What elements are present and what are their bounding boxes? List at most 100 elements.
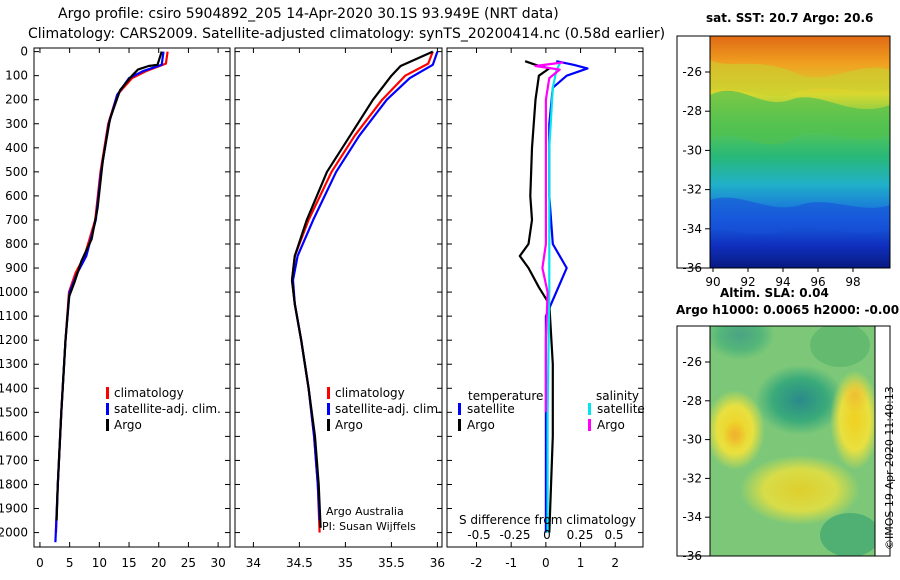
y-tick-label: 700 [5, 213, 28, 227]
legend-swatch [458, 403, 461, 415]
map-y-tick-label: -28 [682, 104, 702, 118]
title-line-2: Climatology: CARS2009. Satellite-adjuste… [28, 26, 666, 42]
map-y-tick-label: -36 [682, 549, 702, 563]
secondary-tick-label: 0.25 [567, 528, 594, 542]
legend-label: Argo [597, 418, 625, 432]
panel-frame [33, 47, 231, 548]
panel-salinity-profile: 34 34.5 35 35.5 36 [234, 47, 445, 570]
y-tick-label: 100 [5, 69, 28, 83]
secondary-tick-label: 0.5 [604, 528, 623, 542]
x-tick-label: 15 [121, 556, 136, 570]
sla-map-axes: -26 -28 -30 -32 -34 -36 [682, 355, 710, 563]
map-x-tick-label: 90 [705, 275, 720, 289]
legend-swatch [106, 419, 109, 431]
y-tick-label: 1000 [0, 285, 28, 299]
map-y-tick-label: -32 [682, 471, 702, 485]
x-tick-label: 0 [542, 556, 550, 570]
x-tick-label: 34 [246, 556, 261, 570]
map-x-tick-label: 96 [810, 275, 825, 289]
x-tick-label: 5 [66, 556, 74, 570]
y-tick-label: 500 [5, 165, 28, 179]
y-tick-label: 0 [20, 45, 28, 59]
profile-panels: 0100200300400500600700800900100011001200… [0, 45, 645, 570]
x-tick-label: 2 [611, 556, 619, 570]
y-tick-label: 600 [5, 189, 28, 203]
sla-map-title: Altim. SLA: 0.04 [720, 286, 829, 300]
legend-swatch [106, 387, 109, 399]
legend-swatch [327, 387, 330, 399]
sst-map: sat. SST: 20.7 Argo: 20.6 -26 -28 -30 -32 -3… [676, 11, 891, 289]
y-tick-label: 1500 [0, 405, 28, 419]
y-tick-label: 1200 [0, 333, 28, 347]
x-tick-label: 10 [92, 556, 107, 570]
secondary-tick-label: -0.5 [467, 528, 490, 542]
x-tick-label: 34.5 [286, 556, 313, 570]
map-y-tick-label: -30 [682, 433, 702, 447]
series-salinity-argo [534, 61, 564, 413]
x-tick-label: 0 [36, 556, 44, 570]
y-tick-label: 800 [5, 237, 28, 251]
map-x-tick-label: 98 [845, 275, 860, 289]
y-tick-label: 1400 [0, 381, 28, 395]
x-tick-label: -1 [505, 556, 517, 570]
legend-label: satellite-adj. clim. [114, 402, 221, 416]
x-tick-label: 25 [181, 556, 196, 570]
legend-label: satellite-adj. clim. [335, 402, 442, 416]
legend-label: Argo [335, 418, 363, 432]
legend-label: satellite [467, 402, 515, 416]
legend-label: climatology [114, 386, 184, 400]
x-tick-label: 20 [151, 556, 166, 570]
x-tick-label: 35.5 [378, 556, 405, 570]
series-temperature-argo [518, 60, 554, 533]
map-y-tick-label: -36 [682, 261, 702, 275]
series-argo [290, 50, 434, 528]
x-tick-label: 35 [338, 556, 353, 570]
x-axis-label-difference: S difference from climatology [459, 513, 636, 527]
sst-map-title: sat. SST: 20.7 Argo: 20.6 [706, 11, 873, 25]
legend-label: Argo [114, 418, 142, 432]
y-tick-label: 300 [5, 117, 28, 131]
legend-label: satellite [597, 402, 645, 416]
y-tick-label: 2000 [0, 526, 28, 540]
sla-map-subtitle: Argo h1000: 0.0065 h2000: -0.0023 [676, 303, 900, 317]
y-tick-label: 1900 [0, 502, 28, 516]
panel-temperature-profile: 0100200300400500600700800900100011001200… [0, 45, 231, 570]
legend-swatch [327, 403, 330, 415]
x-tick-label: 1 [577, 556, 585, 570]
map-y-tick-label: -32 [682, 183, 702, 197]
y-tick-label: 1800 [0, 477, 28, 491]
y-tick-label: 1700 [0, 453, 28, 467]
sla-map: Altim. SLA: 0.04 Argo h1000: 0.0065 h200… [676, 286, 900, 563]
panel-frame [234, 47, 443, 548]
secondary-tick-label: 0 [543, 528, 551, 542]
annotation-pi: PI: Susan Wijffels [322, 520, 416, 533]
legend-swatch [327, 419, 330, 431]
x-tick-label: 30 [210, 556, 225, 570]
x-tick-label: 36 [430, 556, 445, 570]
y-tick-label: 400 [5, 141, 28, 155]
y-tick-label: 1100 [0, 309, 28, 323]
map-y-tick-label: -34 [682, 222, 702, 236]
annotation-argo-australia: Argo Australia [326, 505, 404, 518]
legend-swatch [588, 419, 591, 431]
y-tick-label: 1600 [0, 429, 28, 443]
x-tick-label: -2 [471, 556, 483, 570]
map-x-tick-label: 92 [740, 275, 755, 289]
series-argo [55, 51, 163, 521]
map-y-tick-label: -30 [682, 143, 702, 157]
imos-watermark: ©IMOS 19-Apr-2020 11:40:13 [883, 386, 896, 550]
legend-swatch [458, 419, 461, 431]
map-y-tick-label: -34 [682, 510, 702, 524]
map-y-tick-label: -26 [682, 355, 702, 369]
y-tick-label: 1300 [0, 357, 28, 371]
title-line-1: Argo profile: csiro 5904892_205 14-Apr-2… [58, 6, 559, 22]
legend-heading-temperature: temperature [468, 389, 543, 403]
legend-swatch [106, 403, 109, 415]
legend-label: climatology [335, 386, 405, 400]
map-x-tick-label: 94 [775, 275, 790, 289]
legend-swatch [588, 403, 591, 415]
map-y-tick-label: -26 [682, 65, 702, 79]
y-tick-label: 200 [5, 93, 28, 107]
